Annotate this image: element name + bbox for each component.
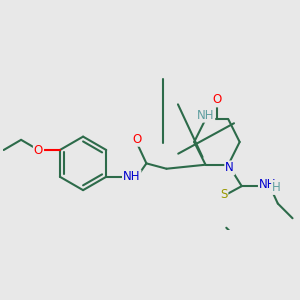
Text: H: H: [272, 181, 281, 194]
Text: N: N: [225, 161, 234, 174]
Text: NH: NH: [259, 178, 276, 191]
Text: O: O: [132, 133, 142, 146]
Text: O: O: [212, 93, 221, 106]
Text: NH: NH: [197, 109, 214, 122]
Text: S: S: [220, 188, 227, 201]
Text: NH: NH: [123, 170, 140, 183]
Text: O: O: [34, 143, 43, 157]
